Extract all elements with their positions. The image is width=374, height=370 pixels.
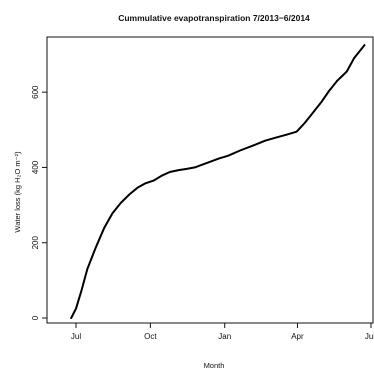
y-tick-label: 600: [31, 85, 40, 99]
x-tick-label: Oct: [144, 332, 157, 341]
chart-title: Cummulative evapotranspiration 7/2013−6/…: [118, 13, 310, 23]
x-tick-label: Jul: [365, 332, 374, 341]
y-axis-label: Water loss (kg H₂O m⁻²): [13, 151, 22, 233]
y-tick-label: 200: [31, 236, 40, 250]
y-tick-label: 400: [31, 160, 40, 174]
x-tick-label: Apr: [291, 332, 304, 341]
series-line: [70, 44, 366, 319]
plot-frame: [46, 36, 374, 324]
x-axis-label: Month: [204, 361, 225, 370]
x-axis: Jul Oct Jan Apr Jul: [71, 323, 374, 341]
x-tick-label: Jan: [218, 332, 231, 341]
x-tick-label: Jul: [71, 332, 81, 341]
y-tick-label: 0: [31, 315, 40, 320]
y-axis: 0 200 400 600: [31, 85, 47, 320]
